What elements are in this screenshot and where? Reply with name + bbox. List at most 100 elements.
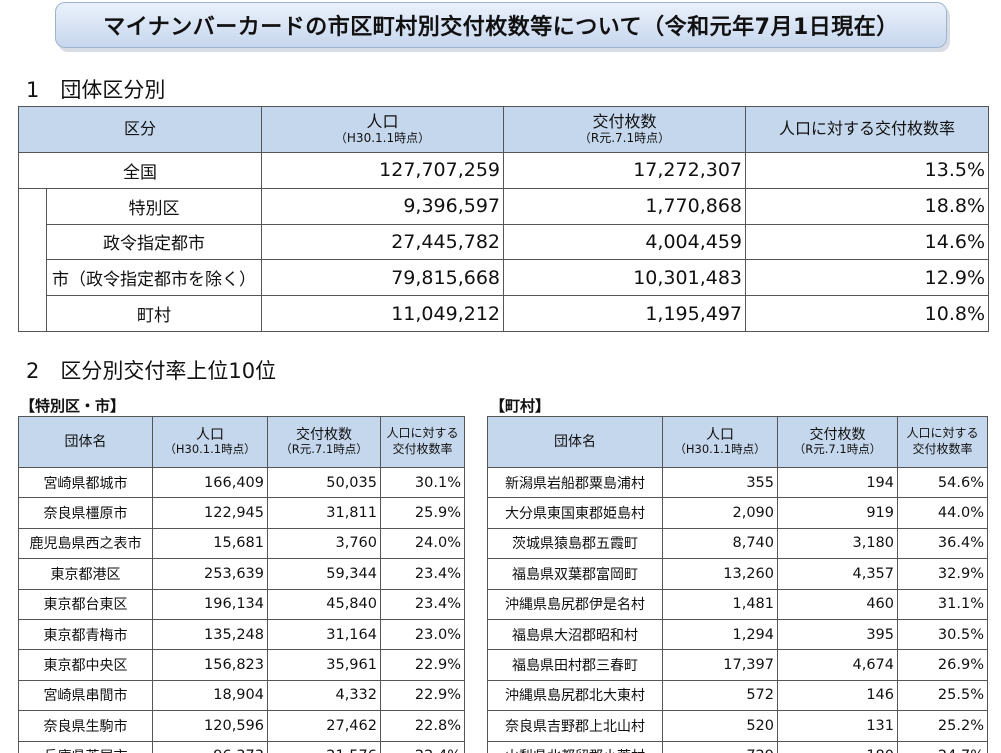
rate-cell: 22.9% bbox=[380, 679, 465, 712]
cities-table-header: 団体名 人口 （H30.1.1時点） 交付枚数 （R元.7.1時点） 人口に対す… bbox=[18, 416, 465, 468]
issued-cell: 31,164 bbox=[267, 618, 381, 651]
issued-cell: 4,332 bbox=[267, 679, 381, 712]
table-row: 大分県東国東郡姫島村 2,090 919 44.0% bbox=[487, 497, 988, 529]
name-cell: 東京都台東区 bbox=[18, 588, 153, 620]
rate-cell: 32.9% bbox=[897, 558, 988, 590]
towns-label: 【町村】 bbox=[490, 397, 551, 415]
issued-cell: 59,344 bbox=[267, 558, 381, 590]
population-cell: 96,373 bbox=[152, 740, 268, 753]
issued-cell: 45,840 bbox=[267, 588, 381, 620]
rate-cell: 36.4% bbox=[897, 527, 988, 560]
table-row: 山梨県北都留郡小菅村72918024.7% bbox=[487, 740, 988, 753]
header-name: 団体名 bbox=[487, 416, 663, 468]
issued-cell: 180 bbox=[777, 740, 898, 753]
issued-cell: 3,760 bbox=[267, 527, 381, 560]
population-cell: 17,397 bbox=[662, 649, 778, 681]
table-row: 沖縄県島尻郡伊是名村 1,481 460 31.1% bbox=[487, 588, 988, 620]
table-row: 福島県双葉郡富岡町 13,260 4,357 32.9% bbox=[487, 558, 988, 590]
name-cell: 鹿児島県西之表市 bbox=[18, 527, 153, 560]
table-row: 奈良県生駒市 120,596 27,462 22.8% bbox=[18, 710, 465, 742]
header-rate: 人口に対する 交付枚数率 bbox=[897, 416, 988, 468]
table-row: 沖縄県島尻郡北大東村 572 146 25.5% bbox=[487, 679, 988, 712]
name-cell: 奈良県生駒市 bbox=[18, 710, 153, 742]
table-row: 奈良県橿原市 122,945 31,811 25.9% bbox=[18, 497, 465, 529]
issued-cell: 395 bbox=[777, 618, 898, 651]
name-cell: 奈良県吉野郡上北山村 bbox=[487, 710, 663, 742]
population-cell: 355 bbox=[662, 466, 778, 499]
header-population: 人口 （H30.1.1時点） bbox=[662, 416, 778, 468]
header-category: 区分 bbox=[17, 106, 263, 153]
issued-cell: 35,961 bbox=[267, 649, 381, 681]
table-row: 東京都港区 253,639 59,344 23.4% bbox=[18, 558, 465, 590]
population-cell: 9,396,597 bbox=[261, 187, 505, 225]
population-cell: 156,823 bbox=[152, 649, 268, 681]
issued-cell: 1,195,497 bbox=[503, 295, 747, 332]
population-cell: 253,639 bbox=[152, 558, 268, 590]
issued-cell: 17,272,307 bbox=[503, 152, 747, 189]
issued-cell: 4,674 bbox=[777, 649, 898, 681]
row-label: 特別区 bbox=[45, 187, 263, 225]
rate-cell: 13.5% bbox=[745, 152, 990, 189]
rate-cell: 22.9% bbox=[380, 649, 465, 681]
rate-cell: 54.6% bbox=[897, 466, 988, 499]
rate-cell: 30.5% bbox=[897, 618, 988, 651]
name-cell: 新潟県岩船郡粟島浦村 bbox=[487, 466, 663, 499]
issued-cell: 4,357 bbox=[777, 558, 898, 590]
rate-cell: 24.7% bbox=[897, 740, 988, 753]
name-cell: 東京都青梅市 bbox=[18, 618, 153, 651]
table-row: 東京都中央区 156,823 35,961 22.9% bbox=[18, 649, 465, 681]
name-cell: 茨城県猿島郡五霞町 bbox=[487, 527, 663, 560]
table-row: 宮崎県串間市 18,904 4,332 22.9% bbox=[18, 679, 465, 712]
issued-cell: 31,811 bbox=[267, 497, 381, 529]
category-table-header: 区分 人口 （H30.1.1時点） 交付枚数 （R元.7.1時点） 人口に対する… bbox=[17, 106, 990, 153]
table-row: 宮崎県都城市 166,409 50,035 30.1% bbox=[18, 466, 465, 499]
table-row: 東京都台東区 196,134 45,840 23.4% bbox=[18, 588, 465, 620]
name-cell: 宮崎県都城市 bbox=[18, 466, 153, 499]
issued-cell: 4,004,459 bbox=[503, 223, 747, 261]
table-row: 政令指定都市 27,445,782 4,004,459 14.6% bbox=[19, 223, 990, 261]
row-label: 市（政令指定都市を除く） bbox=[45, 259, 263, 297]
table-row: 兵庫県芦屋市96,37321,57622.4% bbox=[18, 740, 465, 753]
population-cell: 729 bbox=[662, 740, 778, 753]
issued-cell: 27,462 bbox=[267, 710, 381, 742]
name-cell: 東京都港区 bbox=[18, 558, 153, 590]
header-rate: 人口に対する 交付枚数率 bbox=[380, 416, 465, 468]
population-cell: 520 bbox=[662, 710, 778, 742]
issued-cell: 3,180 bbox=[777, 527, 898, 560]
table-row: 特別区 9,396,597 1,770,868 18.8% bbox=[18, 187, 990, 332]
header-issued: 交付枚数 （R元.7.1時点） bbox=[777, 416, 898, 468]
table-row: 全国 127,707,259 17,272,307 13.5% bbox=[17, 152, 990, 189]
table-row: 福島県大沼郡昭和村 1,294 395 30.5% bbox=[487, 618, 988, 651]
population-cell: 196,134 bbox=[152, 588, 268, 620]
header-rate: 人口に対する交付枚数率 bbox=[745, 106, 990, 153]
issued-cell: 146 bbox=[777, 679, 898, 712]
rate-cell: 24.0% bbox=[380, 527, 465, 560]
name-cell: 沖縄県島尻郡北大東村 bbox=[487, 679, 663, 712]
issued-cell: 50,035 bbox=[267, 466, 381, 499]
name-cell: 奈良県橿原市 bbox=[18, 497, 153, 529]
table-row: 鹿児島県西之表市 15,681 3,760 24.0% bbox=[18, 527, 465, 560]
population-cell: 122,945 bbox=[152, 497, 268, 529]
cities-label: 【特別区・市】 bbox=[20, 397, 126, 415]
rate-cell: 25.2% bbox=[897, 710, 988, 742]
rate-cell: 22.8% bbox=[380, 710, 465, 742]
rate-cell: 23.4% bbox=[380, 558, 465, 590]
issued-cell: 10,301,483 bbox=[503, 259, 747, 297]
page-title-text: マイナンバーカードの市区町村別交付枚数等について（令和元年7月1日現在） bbox=[103, 15, 899, 40]
category-table: 区分 人口 （H30.1.1時点） 交付枚数 （R元.7.1時点） 人口に対する… bbox=[17, 106, 990, 332]
table-row: 新潟県岩船郡粟島浦村 355 194 54.6% bbox=[487, 466, 988, 499]
population-cell: 120,596 bbox=[152, 710, 268, 742]
table-row: 東京都青梅市 135,248 31,164 23.0% bbox=[18, 618, 465, 651]
population-cell: 1,294 bbox=[662, 618, 778, 651]
table-row: 町村 11,049,212 1,195,497 10.8% bbox=[19, 295, 990, 332]
row-label: 全国 bbox=[17, 152, 263, 189]
population-cell: 572 bbox=[662, 679, 778, 712]
rate-cell: 30.1% bbox=[380, 466, 465, 499]
rate-cell: 10.8% bbox=[745, 295, 990, 332]
header-population: 人口 （H30.1.1時点） bbox=[261, 106, 505, 153]
rate-cell: 23.0% bbox=[380, 618, 465, 651]
rate-cell: 14.6% bbox=[745, 223, 990, 261]
rate-cell: 23.4% bbox=[380, 588, 465, 620]
population-cell: 11,049,212 bbox=[261, 295, 505, 332]
name-cell: 山梨県北都留郡小菅村 bbox=[487, 740, 663, 753]
